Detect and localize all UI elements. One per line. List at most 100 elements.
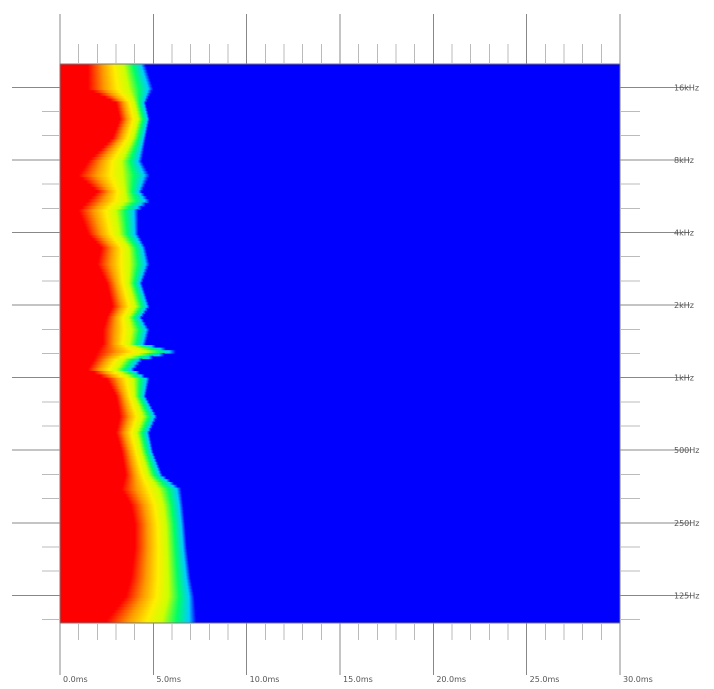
decay-band xyxy=(60,403,151,407)
decay-band xyxy=(60,243,145,248)
decay-band xyxy=(60,136,146,141)
decay-band xyxy=(60,573,191,577)
decay-band xyxy=(60,531,186,536)
decay-band xyxy=(60,342,146,346)
decay-band xyxy=(60,262,150,267)
decay-band xyxy=(60,589,194,593)
decay-band xyxy=(60,503,184,508)
decay-band xyxy=(60,139,146,144)
decay-band xyxy=(60,111,149,115)
decay-band xyxy=(60,72,149,77)
decay-band xyxy=(60,177,149,181)
decay-band xyxy=(60,409,154,413)
decay-band xyxy=(60,190,143,194)
decay-band xyxy=(60,598,195,602)
decay-band xyxy=(60,418,156,423)
decay-band xyxy=(60,107,148,112)
decay-band xyxy=(60,339,147,344)
decay-band xyxy=(60,84,153,88)
decay-band xyxy=(60,336,148,341)
decay-band xyxy=(60,92,151,97)
decay-band xyxy=(60,470,162,475)
decay-band xyxy=(60,278,144,283)
decay-band xyxy=(60,427,152,432)
decay-band xyxy=(60,217,139,222)
decay-band xyxy=(60,183,146,188)
decay-band xyxy=(60,467,161,472)
decay-band xyxy=(60,130,148,134)
decay-band xyxy=(60,487,182,492)
decay-band xyxy=(60,168,147,172)
decay-band xyxy=(60,534,186,538)
decay-band xyxy=(60,238,142,242)
decay-band xyxy=(60,240,143,245)
x-tick-label: 5.0ms xyxy=(156,675,181,684)
decay-band xyxy=(60,299,148,303)
decay-band xyxy=(60,497,183,502)
decay-band xyxy=(60,186,144,191)
decay-band xyxy=(60,406,153,410)
decay-band xyxy=(60,522,186,527)
decay-band xyxy=(60,75,150,80)
y-tick-label: 16kHz xyxy=(674,83,699,92)
decay-band xyxy=(60,345,156,349)
decay-band xyxy=(60,199,150,204)
decay-band xyxy=(60,567,190,571)
decay-band xyxy=(60,481,174,486)
decay-band xyxy=(60,313,144,317)
decay-band xyxy=(60,386,148,390)
y-tick-label: 250Hz xyxy=(674,519,699,528)
decay-band xyxy=(60,214,139,219)
x-tick-label: 20.0ms xyxy=(436,675,466,684)
decay-band xyxy=(60,259,149,264)
decay-band xyxy=(60,516,185,521)
decay-band xyxy=(60,595,195,599)
decay-band xyxy=(60,394,146,399)
x-tick-label: 0.0ms xyxy=(63,675,88,684)
x-tick-label: 25.0ms xyxy=(530,675,560,684)
decay-band xyxy=(60,202,146,207)
decay-band xyxy=(60,151,144,155)
y-tick-label: 500Hz xyxy=(674,446,699,455)
decay-band xyxy=(60,142,145,146)
decay-band xyxy=(60,157,143,161)
decay-band xyxy=(60,265,149,270)
decay-band xyxy=(60,322,146,326)
decay-band xyxy=(60,543,187,547)
decay-band xyxy=(60,461,158,466)
decay-band xyxy=(60,464,160,469)
decay-band xyxy=(60,388,148,393)
decay-band xyxy=(60,601,195,605)
decay-band xyxy=(60,205,143,210)
decay-band xyxy=(60,90,152,94)
decay-band xyxy=(60,275,145,280)
decay-band xyxy=(60,358,143,363)
decay-band xyxy=(60,377,150,382)
decay-band xyxy=(60,607,196,611)
decay-band xyxy=(60,414,158,419)
decay-band xyxy=(60,355,154,360)
decay-band xyxy=(60,290,145,294)
decay-band xyxy=(60,305,150,309)
decay-band xyxy=(60,331,149,335)
decay-band xyxy=(60,450,154,454)
plot-area xyxy=(60,64,620,623)
decay-band xyxy=(60,552,188,556)
decay-band xyxy=(60,576,191,581)
decay-band xyxy=(60,585,193,590)
decay-band xyxy=(60,123,149,128)
decay-band xyxy=(60,133,147,138)
decay-band xyxy=(60,148,144,152)
decay-band xyxy=(60,232,139,236)
decay-band xyxy=(60,268,148,273)
decay-bands xyxy=(60,64,197,623)
decay-band xyxy=(60,154,144,158)
decay-band xyxy=(60,209,139,213)
decay-band xyxy=(60,510,184,514)
decay-band xyxy=(60,180,147,185)
decay-band xyxy=(60,440,152,445)
decay-band xyxy=(60,421,155,426)
decay-band xyxy=(60,78,151,83)
decay-band xyxy=(60,350,176,354)
